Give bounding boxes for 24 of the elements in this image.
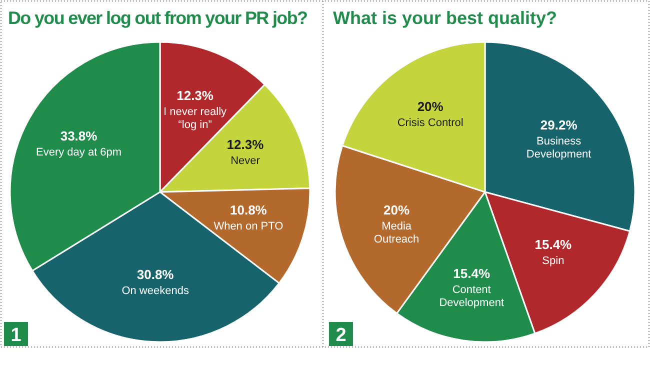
slice-label: Content Development xyxy=(439,284,504,310)
slice-label: Business Development xyxy=(526,135,592,160)
text: 2 xyxy=(336,325,346,346)
slice-label: I never really “log in” xyxy=(164,106,228,131)
slice-label: Never xyxy=(230,154,260,167)
chart-title: What is your best quality? xyxy=(333,8,558,28)
slice-label: Crisis Control xyxy=(397,116,464,129)
chart-title: Do you ever log out from your PR job? xyxy=(8,8,308,28)
data-label: 12.3% xyxy=(176,88,214,103)
data-label: 12.3% xyxy=(226,136,264,152)
slice-label: Media Outreach xyxy=(374,220,420,246)
data-label: 29.2% xyxy=(540,117,578,132)
data-label: 33.8% xyxy=(60,128,98,144)
slice-label: When on PTO xyxy=(214,220,284,233)
data-label: 10.8% xyxy=(230,202,268,218)
data-label: 20% xyxy=(384,202,410,218)
slice-label: Every day at 6pm xyxy=(36,146,122,159)
slice-label: On weekends xyxy=(122,284,190,297)
data-label: 30.8% xyxy=(136,266,174,282)
data-label: 15.4% xyxy=(453,266,490,282)
data-label: 15.4% xyxy=(534,237,572,252)
text: 1 xyxy=(10,325,22,346)
data-label: 20% xyxy=(417,98,444,114)
slice-label: Spin xyxy=(542,255,564,268)
